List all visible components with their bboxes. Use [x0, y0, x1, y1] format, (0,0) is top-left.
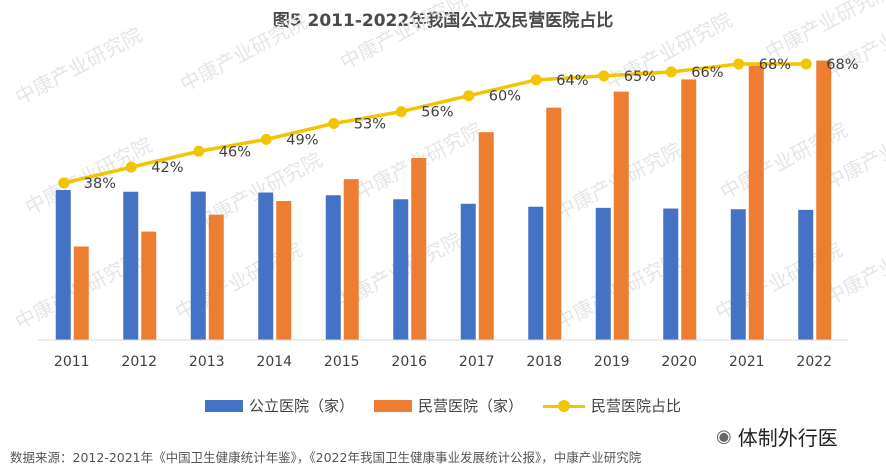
legend-swatch-share [543, 399, 585, 413]
bar-private-2015 [343, 179, 359, 340]
legend: 公立医院（家） 民营医院（家） 民营医院占比 [0, 395, 886, 416]
share-data-label: 60% [489, 89, 521, 105]
x-tick-label: 2022 [796, 354, 832, 370]
share-point-2016 [395, 106, 407, 118]
share-line-layer: 38% 42% 46% 49% 53% 56% 60% 64% 65% 66% 68% 68% [58, 57, 858, 192]
share-data-label: 49% [286, 132, 318, 148]
legend-label-private: 民营医院（家） [417, 397, 523, 415]
x-tick-label: 2011 [54, 354, 90, 370]
share-point-2014 [260, 133, 272, 145]
bar-public-2011 [55, 190, 71, 340]
bar-public-2018 [528, 206, 544, 340]
bar-public-2016 [393, 199, 409, 340]
share-data-label: 42% [151, 160, 183, 176]
share-point-2020 [665, 66, 677, 78]
bar-private-2016 [411, 157, 427, 340]
bar-private-2011 [73, 246, 89, 340]
chart-title: 图5 2011-2022年我国公立及民营医院占比 [272, 11, 614, 31]
watermark-text: 中康产业研究院 [336, 0, 471, 74]
bar-public-2021 [730, 209, 746, 340]
x-tick-label: 2015 [324, 354, 360, 370]
share-data-label: 64% [556, 73, 588, 89]
bar-private-2022 [816, 60, 832, 340]
legend-swatch-public [204, 399, 243, 412]
brand-badge: ◉ 体制外行医 [712, 420, 842, 453]
legend-label-public: 公立医院（家） [248, 397, 354, 415]
share-line [63, 62, 807, 185]
share-point-2019 [598, 70, 610, 82]
share-point-2012 [125, 161, 137, 173]
bar-public-2020 [663, 208, 679, 340]
brand-name: 体制外行医 [737, 426, 838, 450]
x-tick-label: 2016 [391, 354, 427, 370]
bar-private-2013 [208, 214, 224, 340]
legend-swatch-private [373, 399, 412, 412]
bar-private-2020 [681, 79, 697, 341]
x-tick-label: 2021 [729, 354, 765, 370]
watermark-text: 中康产业研究院 [11, 22, 146, 109]
bar-private-2019 [613, 91, 629, 340]
share-point-2021 [733, 58, 745, 70]
bar-public-2019 [595, 207, 611, 340]
legend-item-private: 民营医院（家） [373, 395, 523, 416]
bar-public-2017 [460, 203, 476, 340]
share-point-2013 [193, 145, 205, 157]
share-point-2022 [800, 58, 812, 70]
x-tick-label: 2017 [459, 354, 495, 370]
share-data-label: 53% [354, 117, 386, 133]
share-data-label: 46% [219, 144, 251, 160]
wechat-icon: ◉ [716, 426, 732, 447]
share-data-label: 66% [691, 65, 723, 81]
share-data-label: 65% [624, 69, 656, 85]
share-data-label: 68% [826, 57, 858, 73]
share-data-label: 68% [759, 57, 791, 73]
bar-private-2021 [748, 65, 764, 341]
x-tick-layer: 2011 2012 2013 2014 2015 2016 2017 2018 2019 2020… [54, 354, 832, 370]
share-data-label: 56% [421, 105, 453, 121]
bar-private-2017 [478, 132, 494, 340]
bar-private-2012 [141, 231, 157, 340]
share-point-2015 [328, 118, 340, 129]
share-point-2018 [530, 74, 542, 86]
x-tick-label: 2019 [594, 354, 630, 370]
legend-label-share: 民营医院占比 [591, 397, 682, 415]
x-tick-label: 2018 [526, 354, 562, 370]
x-tick-label: 2013 [189, 354, 225, 370]
watermark-text: 中康产业研究院 [176, 9, 311, 96]
share-point-2017 [463, 90, 475, 102]
bar-public-2014 [258, 192, 274, 340]
bar-public-2015 [325, 195, 341, 340]
watermark-text: 中康产业研究院 [601, 7, 736, 94]
bar-public-2012 [123, 191, 139, 340]
x-tick-label: 2012 [121, 354, 157, 370]
bar-layer [55, 60, 832, 341]
legend-item-share: 民营医院占比 [543, 395, 681, 416]
bar-private-2014 [276, 201, 292, 340]
bar-public-2022 [798, 209, 814, 340]
bar-public-2013 [190, 191, 206, 340]
legend-item-public: 公立医院（家） [204, 395, 354, 416]
share-data-label: 38% [84, 176, 116, 192]
data-source-note: 数据来源：2012-2021年《中国卫生健康统计年鉴》，《2022年我国卫生健康… [10, 450, 642, 465]
share-point-2011 [58, 177, 70, 189]
x-tick-label: 2020 [661, 354, 697, 370]
x-tick-label: 2014 [256, 354, 292, 370]
bar-private-2018 [546, 107, 562, 341]
